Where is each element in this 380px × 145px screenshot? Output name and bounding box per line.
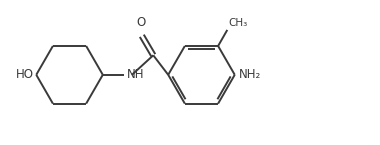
Text: O: O [136,16,145,29]
Text: HO: HO [16,68,33,81]
Text: CH₃: CH₃ [228,18,248,28]
Text: NH: NH [127,68,144,81]
Text: NH₂: NH₂ [239,68,261,81]
